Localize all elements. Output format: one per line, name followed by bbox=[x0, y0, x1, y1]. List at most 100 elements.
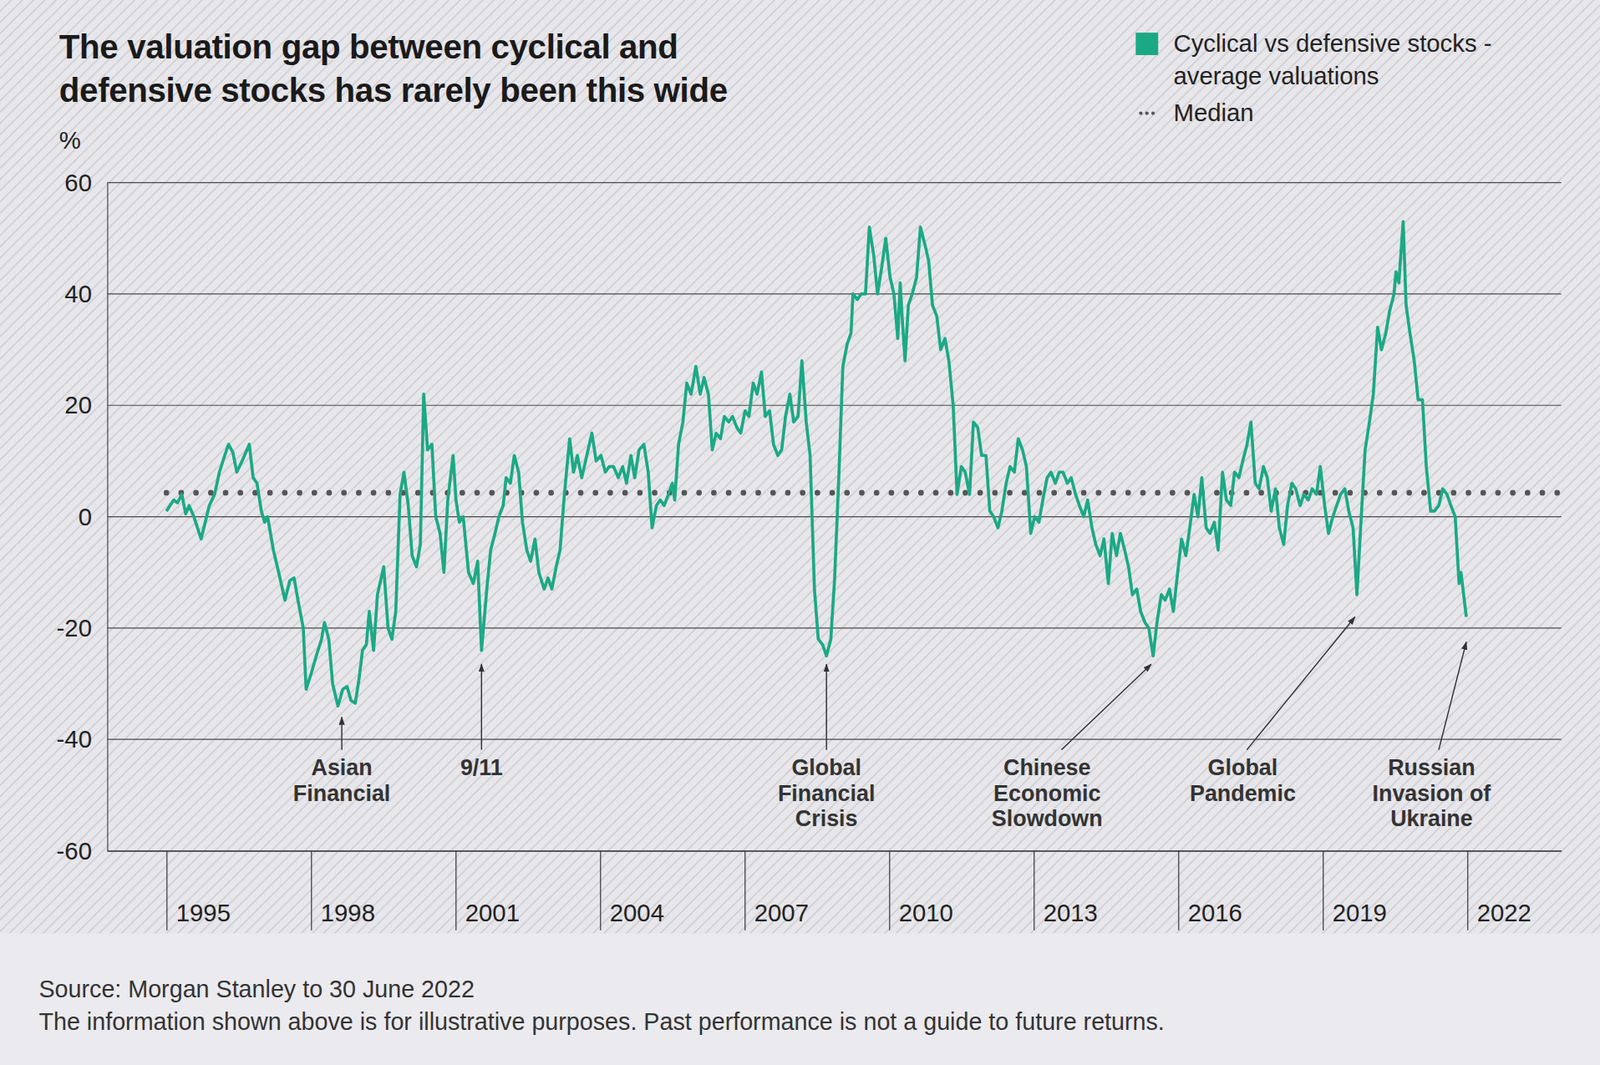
background bbox=[0, 0, 1600, 1065]
source: Source: Morgan Stanley to 30 June 2022 bbox=[38, 975, 475, 1003]
annotation-line: Economic bbox=[993, 781, 1101, 807]
annotation-line: Ukraine bbox=[1390, 806, 1474, 832]
y-axis: -60 -40 -20 0 20 40 60 bbox=[56, 168, 108, 865]
tick-label: -20 bbox=[56, 614, 92, 642]
background-hatch bbox=[0, 0, 1600, 934]
tick: 2007 bbox=[745, 851, 809, 931]
tick-mark bbox=[1467, 851, 1468, 931]
tick-label: 2013 bbox=[1043, 899, 1098, 927]
tick-mark bbox=[455, 851, 457, 931]
tick-label: 2007 bbox=[754, 899, 809, 927]
title: The valuation gap between cyclical andde… bbox=[59, 28, 728, 111]
tick: 2016 bbox=[1178, 851, 1243, 931]
annotation-line: Global bbox=[791, 755, 862, 781]
tick-mark bbox=[1322, 851, 1324, 931]
tick-label: 0 bbox=[78, 502, 92, 531]
grid bbox=[106, 182, 1561, 852]
annotation-label: GlobalFinancialCrisis bbox=[777, 755, 875, 832]
tick-mark bbox=[888, 851, 890, 931]
axis-line bbox=[107, 851, 1562, 853]
tick-label: 60 bbox=[64, 168, 92, 197]
tick-label: 20 bbox=[64, 391, 92, 419]
grid-line bbox=[106, 739, 1561, 741]
y-axis-title: % bbox=[59, 126, 82, 154]
annotation-line: Financial bbox=[777, 781, 875, 807]
annotation-line: Russian bbox=[1387, 755, 1476, 781]
annotation-line: Slowdown bbox=[991, 806, 1103, 832]
tick-label: 2016 bbox=[1188, 899, 1243, 927]
annotation-label: 9/11 bbox=[460, 755, 503, 781]
tick: 2010 bbox=[889, 851, 954, 931]
legend-swatch bbox=[1135, 32, 1159, 56]
series-line bbox=[166, 221, 1467, 707]
grid-line bbox=[106, 516, 1561, 518]
legend-label-line: Cyclical vs defensive stocks - bbox=[1173, 29, 1492, 57]
annotation-line: Global bbox=[1208, 755, 1279, 781]
tick: 20 bbox=[64, 391, 107, 419]
annotation-label: GlobalPandemic bbox=[1189, 755, 1296, 807]
tick: 1995 bbox=[167, 851, 231, 931]
tick: 40 bbox=[64, 279, 107, 308]
annotation-arrow bbox=[1246, 617, 1355, 751]
tick-label: 2022 bbox=[1477, 899, 1532, 927]
legend-label-line: average valuations bbox=[1173, 61, 1379, 90]
annotation-line: Invasion of bbox=[1372, 781, 1492, 807]
tick-label: 2010 bbox=[899, 899, 954, 927]
tick: 2004 bbox=[600, 851, 665, 931]
median-line bbox=[166, 490, 1561, 497]
annotation-arrow bbox=[340, 717, 342, 751]
tick: 1998 bbox=[311, 851, 376, 931]
annotation-line: Chinese bbox=[1003, 755, 1092, 781]
annotation-line: Pandemic bbox=[1189, 781, 1296, 807]
grid-line bbox=[106, 405, 1561, 407]
annotation-line: Financial bbox=[293, 781, 391, 807]
tick-mark bbox=[1178, 851, 1179, 931]
legend-label: Cyclical vs defensive stocks - average va… bbox=[1173, 29, 1492, 90]
annotation-arrow bbox=[825, 664, 827, 750]
annotation-arrow bbox=[481, 664, 483, 750]
tick-label: 2004 bbox=[609, 899, 665, 927]
tick-mark bbox=[744, 851, 746, 931]
legend-label: Median bbox=[1173, 98, 1254, 127]
tick: -60 bbox=[56, 837, 108, 865]
plot-area bbox=[166, 221, 1561, 707]
tick-label: -60 bbox=[56, 837, 92, 865]
grid-line bbox=[106, 293, 1561, 295]
annotation-arrow bbox=[1061, 664, 1151, 750]
annotation-label: RussianInvasion ofUkraine bbox=[1372, 755, 1492, 832]
tick: -20 bbox=[56, 614, 108, 642]
tick: 2013 bbox=[1034, 851, 1098, 931]
axis-line bbox=[106, 182, 108, 852]
tick: 2019 bbox=[1323, 851, 1387, 931]
annotation-line: 9/11 bbox=[460, 755, 503, 781]
annotation-line: Asian bbox=[311, 755, 373, 781]
tick: 2022 bbox=[1467, 851, 1532, 931]
tick-label: 1998 bbox=[320, 899, 376, 927]
tick-label: 2019 bbox=[1332, 899, 1387, 927]
tick-mark bbox=[599, 851, 601, 931]
legend-key bbox=[1140, 111, 1155, 115]
tick: -40 bbox=[56, 725, 108, 753]
annotation-label: ChineseEconomicSlowdown bbox=[991, 755, 1103, 832]
annotation-line: Crisis bbox=[795, 806, 859, 832]
x-axis: 1995 1998 2001 2004 2007 2010 2013 2016 2019 2022 bbox=[107, 851, 1562, 931]
tick-mark bbox=[310, 851, 312, 931]
tick-mark bbox=[166, 851, 168, 931]
tick: 60 bbox=[64, 168, 107, 197]
chart-svg: -60 -40 -20 0 20 40 60 1995 1998 2001 2004 2007 2010… bbox=[0, 0, 1600, 1065]
tick-label: 2001 bbox=[465, 899, 520, 927]
tick-label: -40 bbox=[56, 725, 92, 753]
title-line: The valuation gap between cyclical and bbox=[59, 28, 679, 67]
legend: Cyclical vs defensive stocks - average va… bbox=[1135, 29, 1492, 127]
tick: 2001 bbox=[456, 851, 520, 931]
footnote: The information shown above is for illus… bbox=[38, 1008, 1164, 1036]
chart-container: -60 -40 -20 0 20 40 60 1995 1998 2001 2004 2007 2010… bbox=[0, 0, 1600, 1065]
grid-line bbox=[106, 850, 1561, 852]
annotation-arrow bbox=[1438, 642, 1467, 751]
tick-mark bbox=[1033, 851, 1035, 931]
annotations: AsianFinancial9/11GlobalFinancialCrisisC… bbox=[293, 617, 1492, 833]
tick-label: 1995 bbox=[176, 899, 231, 927]
grid-line bbox=[106, 182, 1561, 183]
tick-label: 40 bbox=[64, 279, 92, 308]
tick: 0 bbox=[78, 502, 108, 531]
